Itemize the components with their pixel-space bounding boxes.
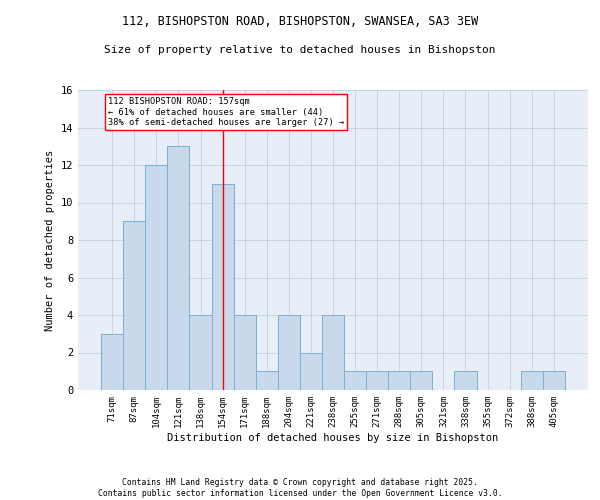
Bar — [190, 315, 212, 390]
Bar — [410, 371, 433, 390]
Text: Contains HM Land Registry data © Crown copyright and database right 2025.
Contai: Contains HM Land Registry data © Crown c… — [98, 478, 502, 498]
Bar — [521, 371, 543, 390]
Text: 112 BISHOPSTON ROAD: 157sqm
← 61% of detached houses are smaller (44)
38% of sem: 112 BISHOPSTON ROAD: 157sqm ← 61% of det… — [108, 98, 344, 128]
Bar — [101, 334, 123, 390]
Bar — [366, 371, 388, 390]
Bar — [543, 371, 565, 390]
Bar — [212, 184, 233, 390]
Y-axis label: Number of detached properties: Number of detached properties — [45, 150, 55, 330]
Bar — [454, 371, 476, 390]
Bar — [123, 221, 145, 390]
Bar — [256, 371, 278, 390]
Bar — [300, 352, 322, 390]
Text: 112, BISHOPSTON ROAD, BISHOPSTON, SWANSEA, SA3 3EW: 112, BISHOPSTON ROAD, BISHOPSTON, SWANSE… — [122, 15, 478, 28]
Bar — [167, 146, 190, 390]
Bar — [233, 315, 256, 390]
Bar — [344, 371, 366, 390]
Bar — [322, 315, 344, 390]
Text: Size of property relative to detached houses in Bishopston: Size of property relative to detached ho… — [104, 45, 496, 55]
Bar — [388, 371, 410, 390]
Bar — [145, 165, 167, 390]
Bar — [278, 315, 300, 390]
X-axis label: Distribution of detached houses by size in Bishopston: Distribution of detached houses by size … — [167, 432, 499, 442]
